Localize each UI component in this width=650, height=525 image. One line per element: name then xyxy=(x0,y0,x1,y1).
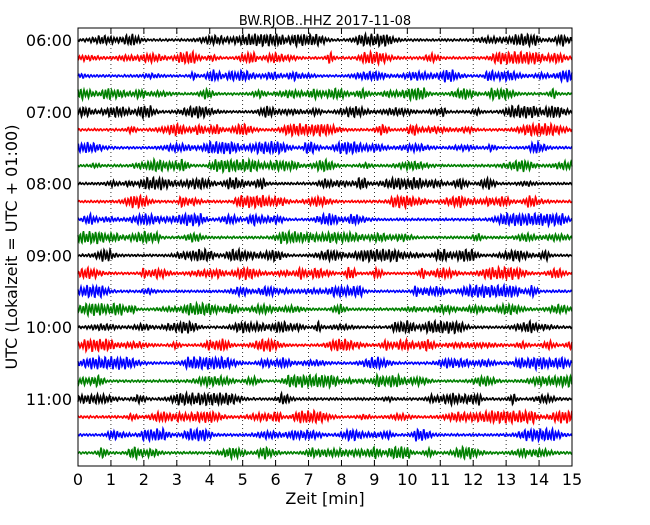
trace-line xyxy=(77,336,573,354)
trace-line xyxy=(77,408,573,426)
trace-line xyxy=(77,264,573,282)
trace-line xyxy=(77,318,573,336)
y-tick-label: 07:00 xyxy=(26,103,72,122)
trace-line xyxy=(77,246,573,264)
x-tick-label: 4 xyxy=(205,470,215,489)
trace-line xyxy=(77,444,573,462)
x-tick-label: 0 xyxy=(73,470,83,489)
y-tick-label: 08:00 xyxy=(26,175,72,194)
trace-line xyxy=(77,228,573,246)
trace-line xyxy=(77,175,573,192)
x-tick-label: 7 xyxy=(303,470,313,489)
x-tick-label: 10 xyxy=(397,470,417,489)
x-tick-label: 2 xyxy=(139,470,149,489)
trace-line xyxy=(77,104,573,121)
x-tick-label: 9 xyxy=(369,470,379,489)
trace-line xyxy=(77,139,573,156)
trace-line xyxy=(77,193,573,211)
x-tick-label: 11 xyxy=(430,470,450,489)
trace-line xyxy=(77,210,573,229)
trace-line xyxy=(77,86,573,103)
x-tick-label: 15 xyxy=(562,470,582,489)
x-tick-label: 6 xyxy=(271,470,281,489)
x-tick-label: 8 xyxy=(336,470,346,489)
trace-line xyxy=(77,300,573,319)
trace-line xyxy=(77,121,573,138)
x-tick-label: 13 xyxy=(496,470,516,489)
trace-line xyxy=(77,48,573,67)
trace-line xyxy=(77,390,573,408)
y-tick-label: 10:00 xyxy=(26,318,72,337)
x-axis-ticks: 0 1 2 3 4 5 6 7 8 9 10 11 12 13 14 15 xyxy=(73,28,582,489)
trace-line xyxy=(77,156,573,175)
trace-line xyxy=(77,425,573,444)
trace-line xyxy=(77,68,573,84)
x-tick-label: 3 xyxy=(172,470,182,489)
y-tick-label: 06:00 xyxy=(26,31,72,50)
x-tick-label: 14 xyxy=(529,470,549,489)
plot-frame xyxy=(77,27,573,467)
x-axis-label: Zeit [min] xyxy=(285,489,364,508)
y-axis-ticks: 06:00 07:00 08:00 09:00 10:00 11:00 xyxy=(26,31,572,409)
x-tick-label: 1 xyxy=(106,470,116,489)
trace-line xyxy=(77,282,573,300)
y-axis-label: UTC (Lokalzeit = UTC + 01:00) xyxy=(2,125,21,370)
x-tick-label: 12 xyxy=(463,470,483,489)
chart-title: BW.RJOB..HHZ 2017-11-08 xyxy=(239,14,411,29)
y-tick-label: 11:00 xyxy=(26,390,72,409)
trace-line xyxy=(77,372,573,390)
seismic-traces xyxy=(77,30,573,462)
x-tick-label: 5 xyxy=(238,470,248,489)
y-tick-label: 09:00 xyxy=(26,246,72,265)
trace-line xyxy=(77,354,573,373)
trace-line xyxy=(77,30,573,49)
